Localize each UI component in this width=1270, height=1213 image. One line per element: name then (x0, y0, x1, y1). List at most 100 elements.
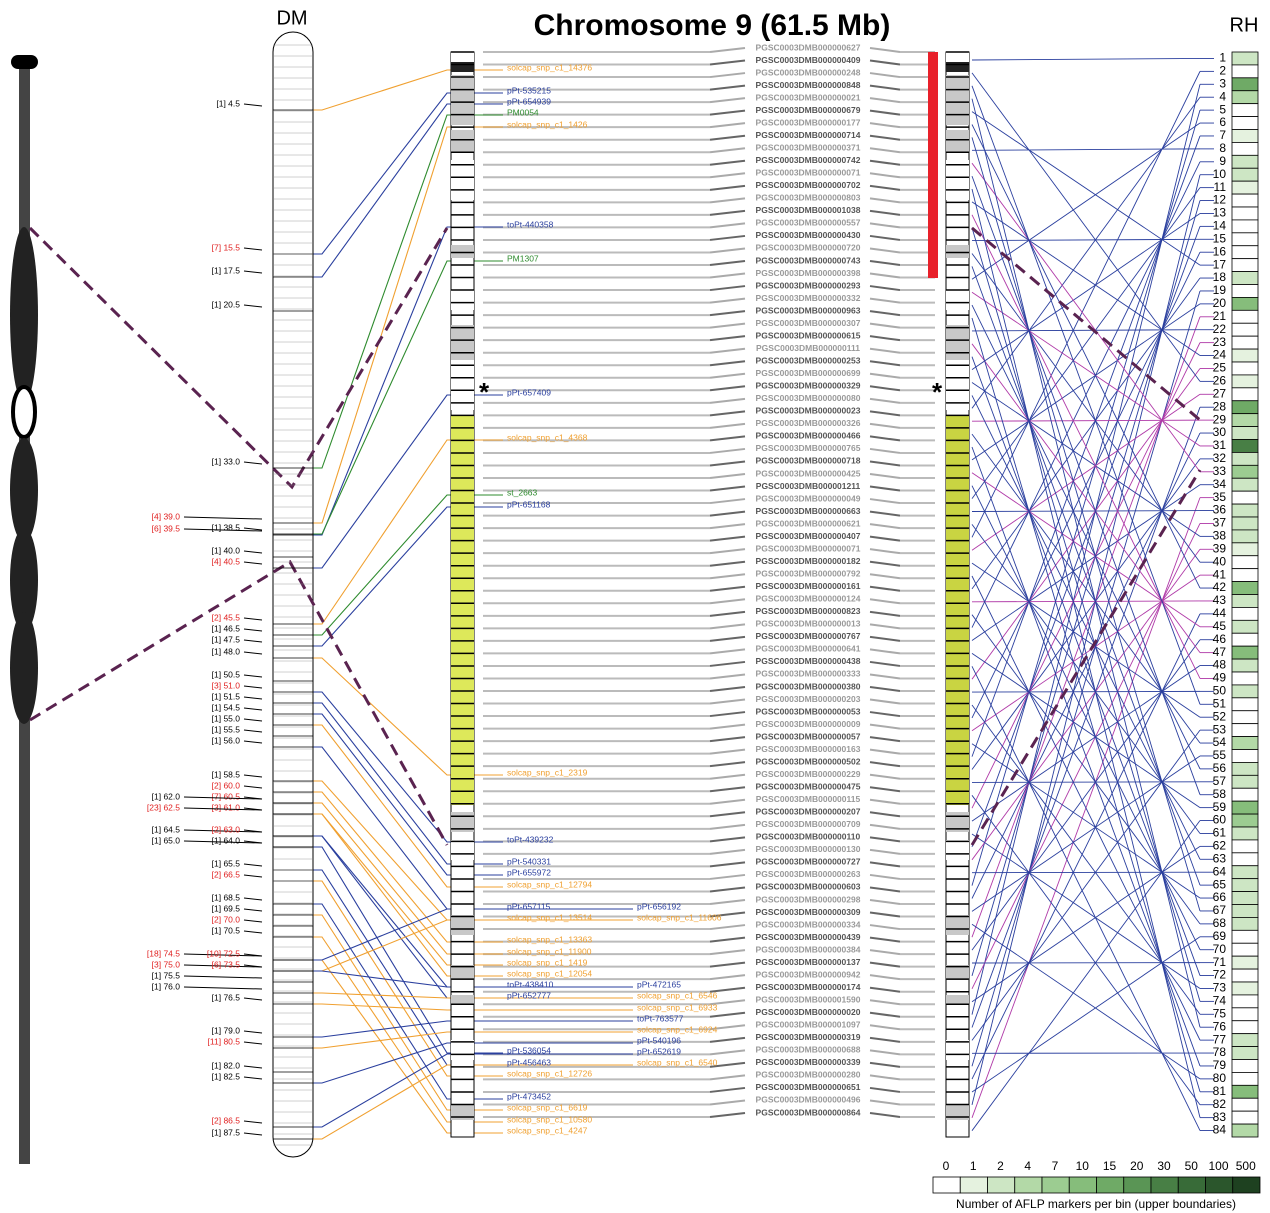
scaffold-link (870, 825, 900, 829)
scaffold-link (870, 248, 900, 252)
scaffold-link (710, 725, 745, 729)
rh-bin-label: 55 (1213, 748, 1227, 762)
rh-bin (1232, 633, 1258, 646)
scaffold-band (946, 415, 969, 805)
rh-bin (1232, 956, 1258, 969)
scaffold-link (710, 1038, 745, 1042)
rh-bin (1232, 65, 1258, 78)
rh-bin (1232, 233, 1258, 246)
scaffold-label: PGSC0003DMB000001590 (756, 994, 861, 1004)
rh-link (972, 473, 1200, 627)
rh-bin (1232, 465, 1258, 478)
marker-label: pPt-652619 (637, 1046, 681, 1056)
marker-label: pPt-473452 (507, 1091, 551, 1101)
scaffold-label: PGSC0003DMB000000130 (756, 844, 861, 854)
legend-label: 2 (997, 1159, 1004, 1173)
marker-label: pPt-654939 (507, 96, 551, 106)
dm-marker-label: [1] 64.5 (152, 824, 181, 834)
scaffold-link (870, 1050, 900, 1054)
rh-bin-label: 54 (1213, 735, 1227, 749)
scaffold-link (870, 98, 900, 102)
scaffold-link (710, 148, 745, 152)
rh-bin-label: 29 (1213, 412, 1227, 426)
scaffold-label: PGSC0003DMB000000398 (756, 268, 861, 278)
dm-marker-label: [1] 58.5 (212, 769, 241, 779)
scaffold-link (870, 487, 900, 491)
scaffold-link (710, 887, 745, 891)
rh-bin-label: 43 (1213, 593, 1227, 607)
scaffold-link (710, 900, 745, 904)
scaffold-link (710, 950, 745, 954)
rh-bin-label: 47 (1213, 645, 1227, 659)
dm-marker-label: [23] 62.5 (147, 802, 180, 812)
rh-bin-label: 60 (1213, 813, 1227, 827)
marker-label: pPt-540331 (507, 856, 551, 866)
dm-label: DM (276, 7, 307, 29)
dm-leader (244, 697, 262, 699)
scaffold-label: PGSC0003DMB000000439 (756, 932, 861, 942)
dm-marker-label: [2] 45.5 (212, 612, 241, 622)
marker-label: pPt-535215 (507, 85, 551, 95)
scaffold-link (870, 1013, 900, 1017)
rh-bin (1232, 917, 1258, 930)
scaffold-link (710, 1075, 745, 1079)
connector-layer (273, 48, 1214, 1139)
scaffold-label: PGSC0003DMB000000137 (756, 957, 861, 967)
dm-marker-label: [1] 55.0 (212, 713, 241, 723)
scaffold-label: PGSC0003DMB000000792 (756, 568, 861, 578)
dm-marker-label: [1] 87.5 (212, 1127, 241, 1137)
scaffold-band (451, 130, 474, 152)
scaffold-label: PGSC0003DMB000000110 (756, 832, 861, 842)
scaffold-link (710, 274, 745, 278)
rh-bin-label: 78 (1213, 1045, 1227, 1059)
rh-bin (1232, 943, 1258, 956)
scaffold-link (870, 649, 900, 653)
scaffold-label: PGSC0003DMB000000767 (756, 631, 861, 641)
scaffold-link (710, 762, 745, 766)
scaffold-link (870, 186, 900, 190)
scaffold-link (870, 349, 900, 353)
rh-link (972, 937, 1200, 1092)
marker-label: pPt-540196 (637, 1035, 681, 1045)
marker-label: solcap_snp_c1_6619 (507, 1102, 588, 1112)
scaffold-label: PGSC0003DMB000000627 (756, 42, 861, 52)
scaffold-band (946, 62, 969, 72)
dm-leader (244, 271, 262, 273)
dm-leader (244, 1042, 262, 1044)
dm-marker-label: [3] 51.0 (212, 680, 241, 690)
rh-bin-label: 19 (1213, 283, 1227, 297)
scaffold-link (710, 474, 745, 478)
rh-bin-label: 28 (1213, 399, 1227, 413)
scaffold-band (451, 415, 474, 805)
dm-leader (244, 686, 262, 688)
scaffold-link (710, 637, 745, 641)
scaffold-label: PGSC0003DMB000000380 (756, 681, 861, 691)
rh-bin (1232, 1085, 1258, 1098)
rh-bin (1232, 130, 1258, 143)
scaffold-band (451, 325, 474, 360)
scaffold-link (710, 875, 745, 879)
legend-swatch (1015, 1177, 1042, 1193)
scaffold-link (710, 223, 745, 227)
scaffold-label: PGSC0003DMB000000371 (756, 142, 861, 152)
scaffold-link (870, 862, 900, 866)
dm-leader (244, 920, 262, 922)
dm-leader (244, 652, 262, 654)
rh-bin (1232, 866, 1258, 879)
scaffold-link (710, 123, 745, 127)
scaffold-link (870, 662, 900, 666)
dm-marker-label: [10] 72.5 (207, 948, 240, 958)
marker-label: pPt-655972 (507, 867, 551, 877)
scaffold-label: PGSC0003DMB000000023 (756, 406, 861, 416)
legend-label: 500 (1236, 1159, 1256, 1173)
scaffold-link (710, 236, 745, 240)
rh-bin (1232, 401, 1258, 414)
scaffold-link (870, 775, 900, 779)
rh-bin-label: 17 (1213, 257, 1227, 271)
dm-leader (244, 640, 262, 642)
rh-link (972, 782, 1200, 783)
rh-bin-label: 84 (1213, 1123, 1227, 1137)
scaffold-label: PGSC0003DMB000000163 (756, 744, 861, 754)
scaffold-band (946, 915, 969, 935)
scaffold-link (710, 173, 745, 177)
